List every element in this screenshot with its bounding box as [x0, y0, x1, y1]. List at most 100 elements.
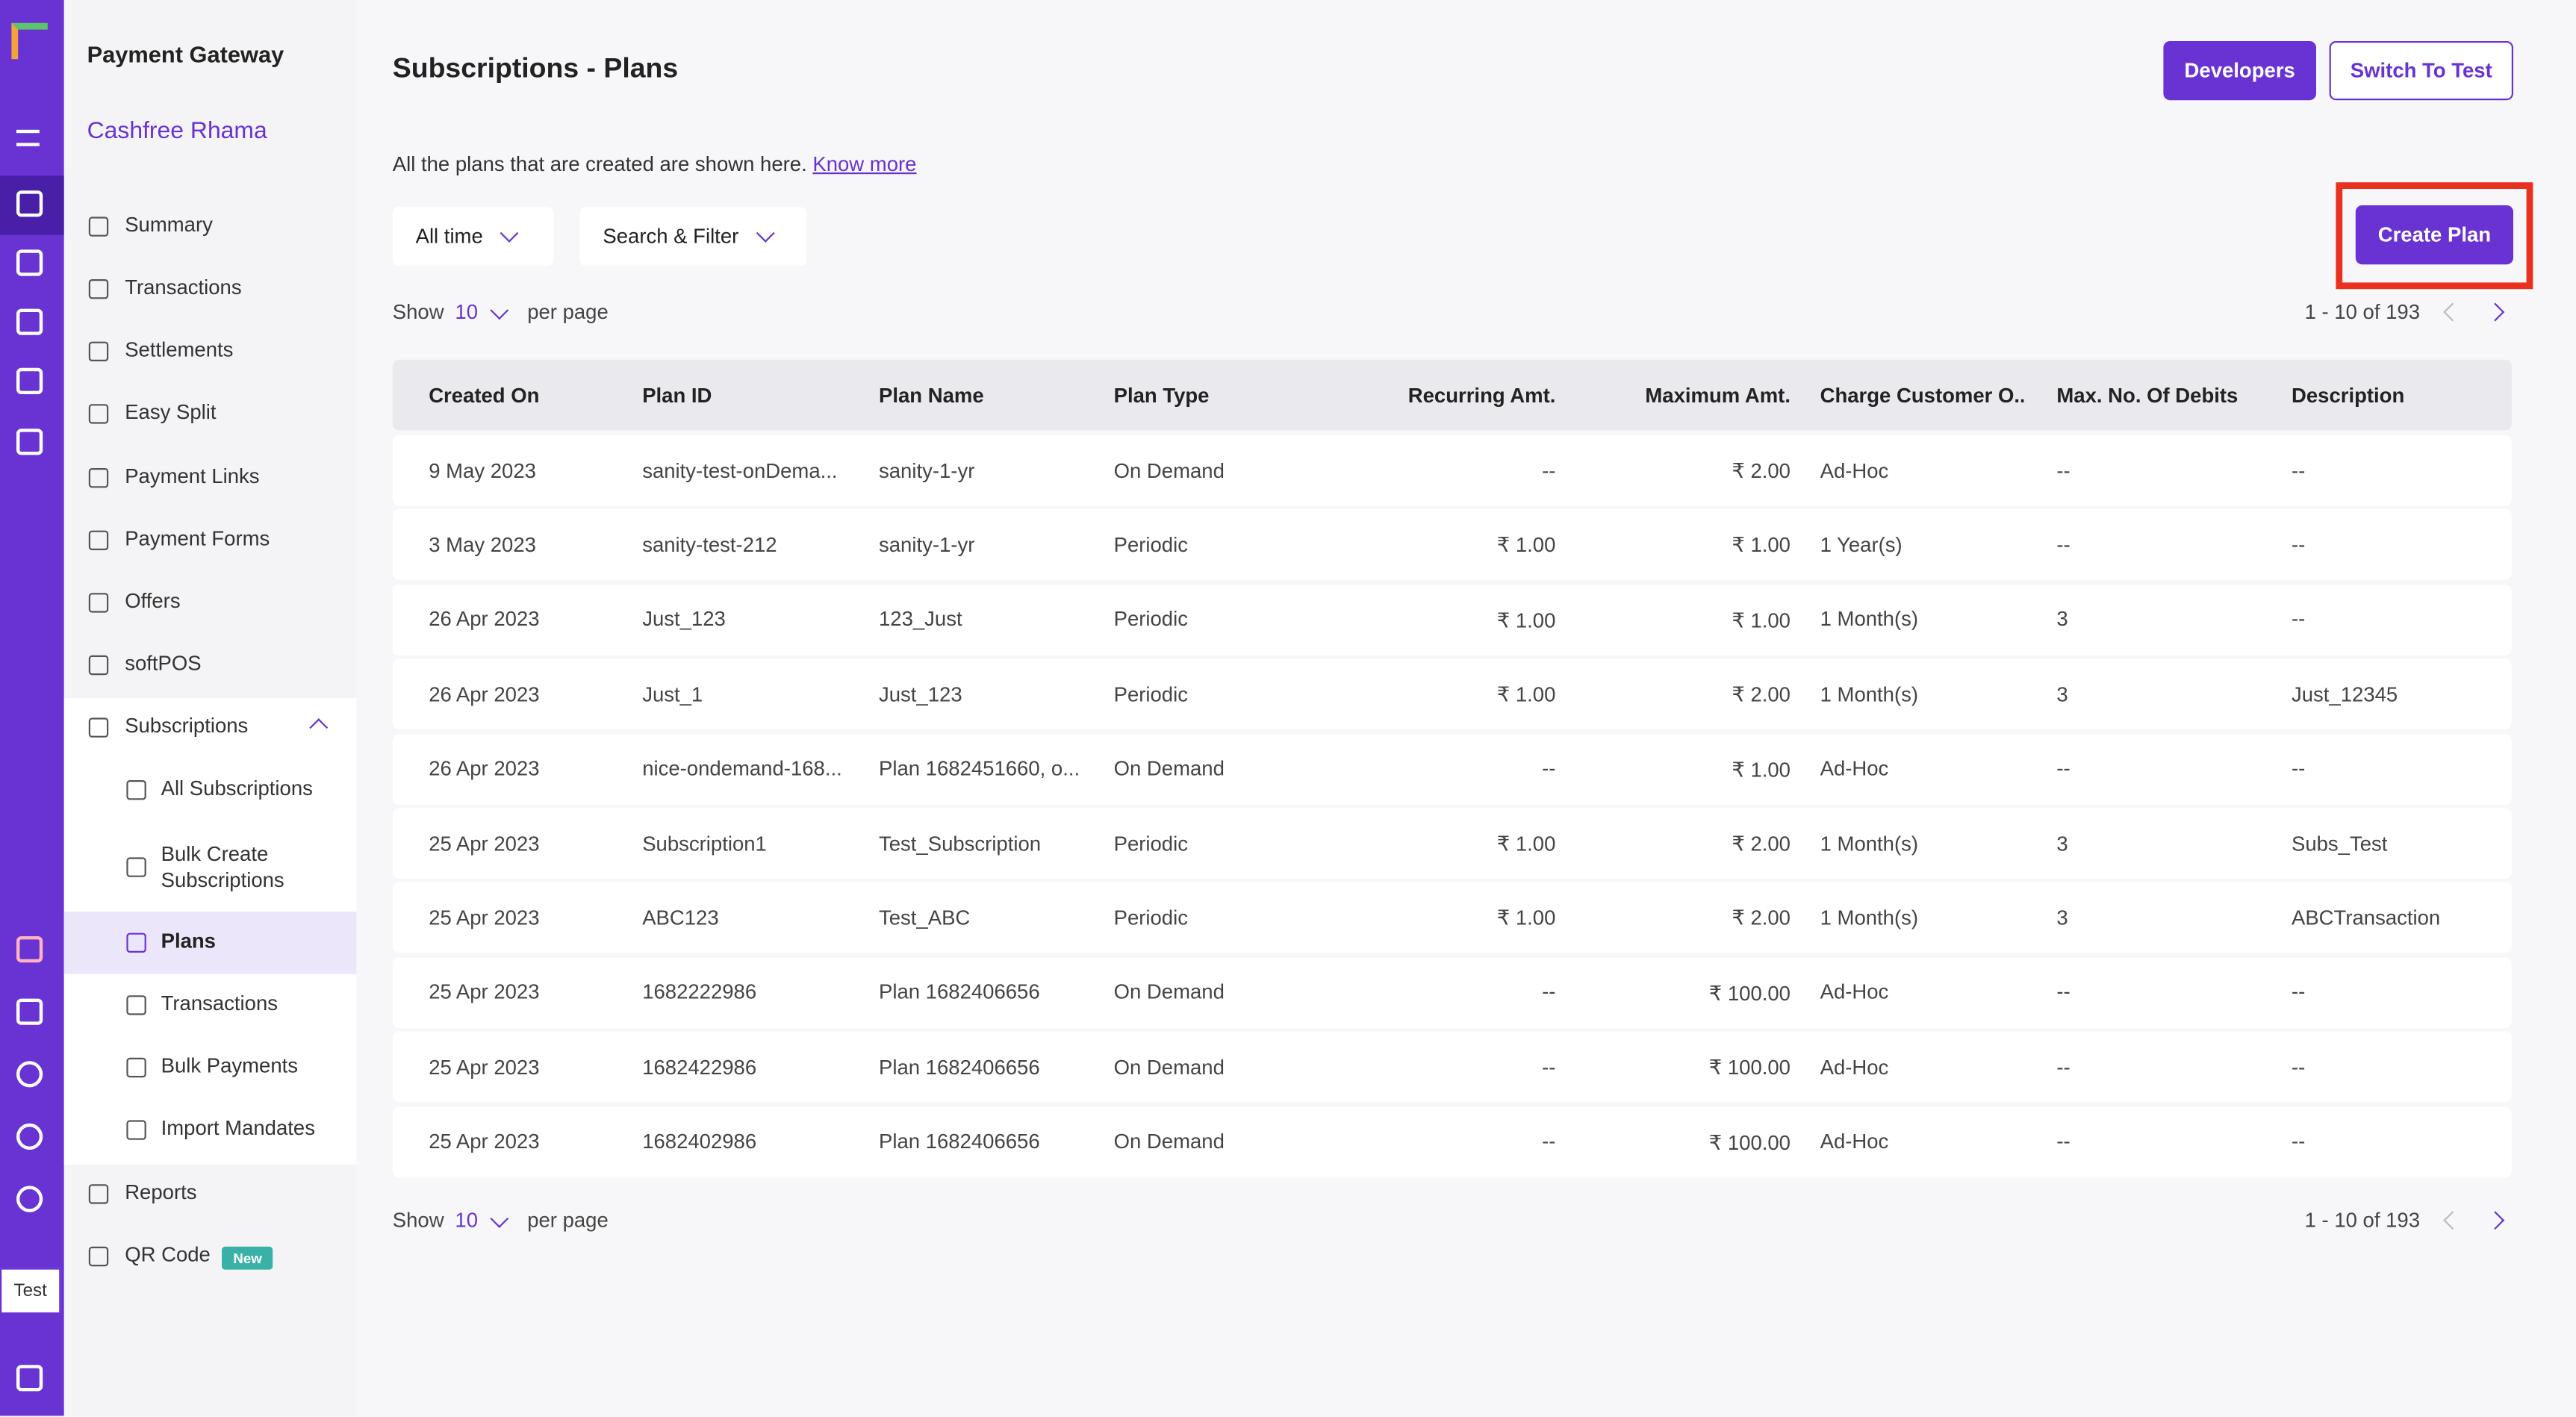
new-badge: New	[222, 1246, 274, 1270]
table-row[interactable]: 25 Apr 2023 ABC123 Test_ABC Periodic ₹ 1.00 ₹…	[392, 882, 2512, 953]
nav-item[interactable]: Subscriptions	[125, 714, 249, 738]
sub-nav-item[interactable]: Import Mandates	[161, 1117, 315, 1140]
table-cell: 3	[2056, 682, 2068, 706]
nav-icon	[88, 468, 109, 488]
table-cell: Subscription1	[642, 832, 767, 856]
rail-icon[interactable]	[16, 998, 43, 1025]
sub-nav-item[interactable]: Bulk Payments	[161, 1054, 299, 1078]
table-row[interactable]: 3 May 2023 sanity-test-212 sanity-1-yr Peri…	[392, 509, 2512, 581]
sub-nav-item[interactable]: Bulk Create Subscriptions	[161, 842, 284, 892]
merchant-name[interactable]: Cashfree Rhama	[87, 118, 267, 145]
table-cell: --	[2292, 533, 2306, 557]
rail-icon[interactable]	[16, 1061, 43, 1088]
table-cell: --	[2056, 1130, 2071, 1153]
nav-icon	[126, 780, 146, 800]
time-filter[interactable]: All time	[392, 207, 554, 267]
create-plan-button[interactable]: Create Plan	[2355, 205, 2513, 265]
per-page-chevron[interactable]	[490, 1209, 509, 1228]
nav-item[interactable]: Summary	[125, 214, 213, 237]
table-row[interactable]: 25 Apr 2023 1682422986 Plan 1682406656 On D…	[392, 1032, 2512, 1103]
sidebar: Payment Gateway Cashfree Rhama Summary Tr…	[63, 0, 357, 1416]
logout-icon[interactable]	[16, 1365, 43, 1392]
table-cell: Just_123	[642, 608, 726, 632]
rail-icon[interactable]	[16, 249, 43, 276]
table-cell: nice-ondemand-168...	[642, 757, 842, 781]
table-cell: Ad-Hoc	[1820, 757, 1889, 781]
column-header: Created On	[429, 383, 540, 407]
prev-page[interactable]	[2443, 302, 2463, 322]
table-cell: On Demand	[1113, 757, 1225, 781]
table-cell: 123_Just	[879, 608, 962, 632]
table-cell: ₹ 1.00	[1732, 608, 1791, 632]
per-page-value[interactable]: 10	[455, 1209, 478, 1232]
nav-item[interactable]: Payment Forms	[125, 527, 270, 550]
intro-text: All the plans that are created are shown…	[392, 152, 807, 176]
next-page[interactable]	[2486, 1211, 2505, 1230]
logo	[11, 22, 48, 60]
nav-item[interactable]: Offers	[125, 589, 181, 613]
rail-icon[interactable]	[16, 190, 43, 217]
env-badge[interactable]: Test	[0, 1268, 61, 1314]
nav-icon	[126, 1057, 146, 1078]
table-cell: --	[1542, 981, 1556, 1004]
column-header: Plan Type	[1113, 383, 1210, 407]
search-filter[interactable]: Search & Filter	[579, 207, 807, 267]
nav-item[interactable]: Transactions	[125, 275, 242, 299]
table-row[interactable]: 25 Apr 2023 1682222986 Plan 1682406656 On D…	[392, 957, 2512, 1028]
table-cell: sanity-1-yr	[879, 533, 975, 557]
nav-item[interactable]: softPOS	[125, 652, 202, 676]
table-row[interactable]: 26 Apr 2023 Just_1 Just_123 Periodic ₹ 1.00 ₹…	[392, 658, 2512, 730]
nav-item[interactable]: Payment Links	[125, 464, 260, 488]
table-cell: --	[2056, 533, 2071, 557]
table-cell: ₹ 1.00	[1496, 683, 1556, 707]
column-header: Plan ID	[642, 383, 712, 407]
sub-nav-item[interactable]: Transactions	[161, 991, 279, 1015]
nav-icon	[88, 217, 109, 237]
per-page-value[interactable]: 10	[455, 300, 478, 324]
table-cell: Plan 1682406656	[879, 1055, 1040, 1079]
table-cell: 1 Month(s)	[1820, 682, 1919, 706]
table-cell: On Demand	[1113, 458, 1225, 482]
table-cell: --	[2292, 608, 2306, 632]
per-page-chevron[interactable]	[490, 301, 509, 320]
rail-icon[interactable]	[16, 308, 43, 335]
nav-icon	[88, 1184, 109, 1204]
table-cell: ₹ 1.00	[1496, 608, 1556, 632]
switch-button[interactable]: Switch To Test	[2329, 41, 2513, 101]
rail-icon[interactable]	[16, 367, 43, 394]
table-cell: Plan 1682406656	[879, 1130, 1040, 1153]
table-header: Created On Plan ID Plan Name Plan Type Recur…	[392, 359, 2512, 431]
nav-item[interactable]: Easy Split	[125, 400, 217, 424]
filter-label: All time	[415, 225, 483, 249]
rail-icon[interactable]	[16, 429, 43, 455]
table-row[interactable]: 26 Apr 2023 nice-ondemand-168... Plan 1682…	[392, 733, 2512, 805]
filter-label: Search & Filter	[603, 225, 739, 249]
rail-icon[interactable]	[16, 1186, 43, 1212]
column-header: Recurring Amt.	[1407, 383, 1556, 407]
table-cell: --	[2292, 981, 2306, 1004]
table-cell: ₹ 100.00	[1708, 982, 1791, 1005]
table-row[interactable]: 25 Apr 2023 1682402986 Plan 1682406656 On D…	[392, 1106, 2512, 1177]
table-cell: Plan 1682451660, o...	[879, 757, 1080, 781]
table-cell: Subs_Test	[2292, 832, 2388, 856]
rail-icon[interactable]	[16, 1123, 43, 1150]
prev-page[interactable]	[2443, 1211, 2463, 1230]
table-cell: --	[2292, 757, 2306, 781]
table-cell: --	[2056, 981, 2071, 1004]
table-row[interactable]: 9 May 2023 sanity-test-onDema... sanity-1-…	[392, 435, 2512, 506]
rail-icon[interactable]	[16, 936, 43, 963]
nav-item[interactable]: Settlements	[125, 338, 234, 361]
table-cell: ₹ 1.00	[1496, 534, 1556, 558]
table-cell: sanity-test-212	[642, 533, 777, 557]
table-row[interactable]: 26 Apr 2023 Just_123 123_Just Periodic ₹ 1.0…	[392, 584, 2512, 655]
sub-nav-item[interactable]: Plans	[161, 929, 216, 953]
table-row[interactable]: 25 Apr 2023 Subscription1 Test_Subscriptio…	[392, 808, 2512, 879]
next-page[interactable]	[2486, 302, 2505, 322]
nav-item[interactable]: QR Code	[125, 1243, 211, 1267]
per-page-label: per page	[527, 1209, 609, 1232]
sub-nav-item[interactable]: All Subscriptions	[161, 776, 313, 800]
nav-item[interactable]: Reports	[125, 1180, 197, 1204]
menu-icon[interactable]	[16, 129, 40, 146]
developers-button[interactable]: Developers	[2163, 41, 2316, 101]
know-more-link[interactable]: Know more	[812, 152, 917, 176]
